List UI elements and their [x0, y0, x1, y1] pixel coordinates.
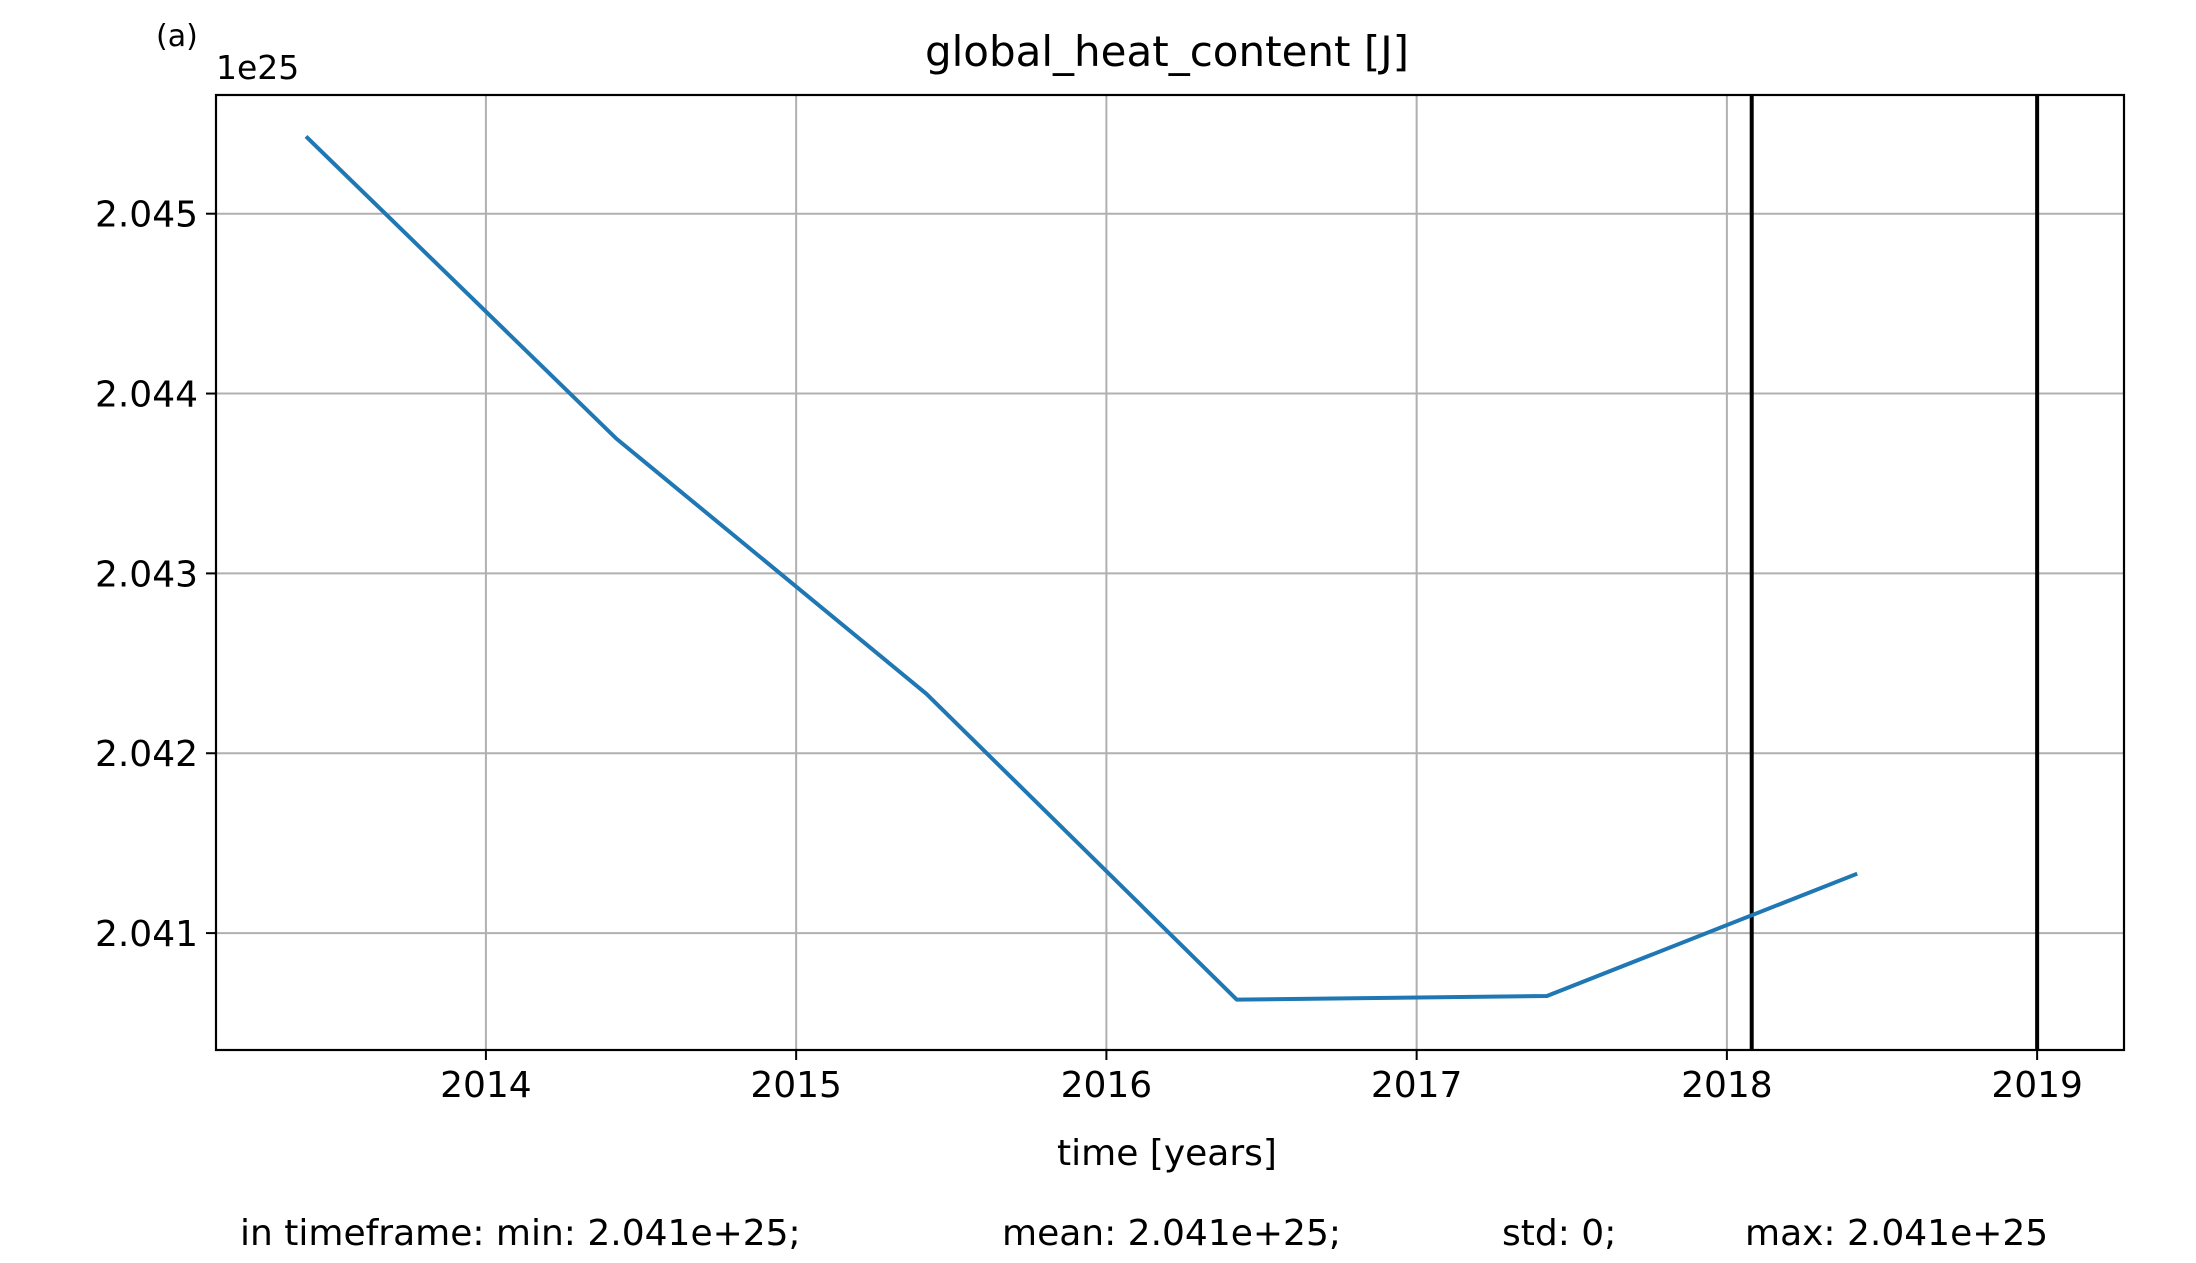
stat-max: max: 2.041e+25: [1745, 1213, 2048, 1254]
series-line: [304, 134, 1858, 1002]
reference-lines: [1749, 95, 2040, 1050]
grid-lines: [216, 95, 2124, 1050]
x-tick-label: 2015: [750, 1065, 842, 1106]
y-tick-label: 2.041: [95, 914, 198, 955]
stat-mean: mean: 2.041e+25;: [1002, 1213, 1341, 1254]
y-ticks: 2.041 2.042 2.043 2.044 2.045: [95, 195, 216, 955]
x-tick-label: 2018: [1681, 1065, 1773, 1106]
y-tick-label: 2.042: [95, 734, 198, 775]
panel-label: (a): [156, 19, 198, 54]
x-tick-label: 2016: [1061, 1065, 1153, 1106]
x-tick-label: 2014: [440, 1065, 532, 1106]
chart-title: global_heat_content [J]: [925, 27, 1409, 76]
x-tick-label: 2017: [1371, 1065, 1463, 1106]
y-tick-label: 2.043: [95, 554, 198, 595]
x-axis-label: time [years]: [1057, 1133, 1277, 1174]
y-tick-label: 2.045: [95, 195, 198, 236]
series-layer: [304, 134, 1858, 1002]
stat-std: std: 0;: [1502, 1213, 1616, 1254]
stat-min: in timeframe: min: 2.041e+25;: [240, 1213, 801, 1254]
x-tick-label: 2019: [1991, 1065, 2083, 1106]
x-ticks: 2014 2015 2016 2017 2018 2019: [440, 1050, 2083, 1106]
y-offset-label: 1e25: [216, 48, 299, 87]
y-tick-label: 2.044: [95, 375, 198, 416]
